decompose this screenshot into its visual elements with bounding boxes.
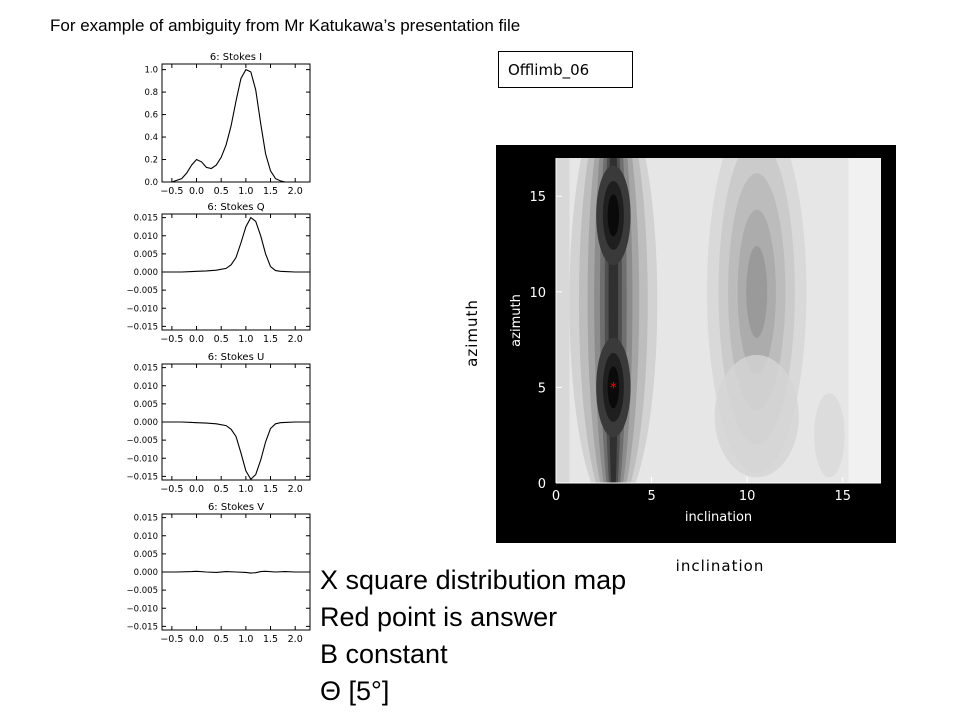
y-tick-label: 0.000 [134, 568, 158, 578]
x-tick-label: 15 [834, 489, 851, 504]
panel-title: 6: Stokes U [208, 352, 265, 363]
panel-title: 6: Stokes V [208, 502, 264, 513]
x-tick-label: 1.0 [238, 186, 253, 197]
x-tick-label: −0.5 [160, 186, 183, 197]
contour-minimum [607, 194, 620, 237]
plot-frame [161, 63, 311, 183]
y-tick-label: 0.010 [134, 532, 158, 542]
y-tick-label: 0 [538, 477, 546, 492]
y-tick-label: 0.010 [134, 232, 158, 242]
y-tick-label: 0.005 [134, 400, 158, 410]
stokes-profile-line [162, 421, 310, 481]
x-tick-label: −0.5 [160, 634, 183, 645]
slide-label: Offlimb_06 [498, 51, 633, 88]
x-axis-label: inclination [685, 510, 752, 525]
x-tick-label: 2.0 [288, 186, 303, 197]
note-line: X square distribution map [320, 565, 627, 595]
y-tick-label: −0.010 [127, 454, 158, 464]
y-tick-label: −0.015 [127, 472, 158, 482]
x-tick-label: 1.0 [238, 634, 253, 645]
stokes-profile-line [162, 68, 310, 183]
x-tick-label: 0.5 [214, 334, 229, 345]
note-line: Red point is answer [320, 602, 558, 632]
answer-point-marker: * [610, 380, 617, 396]
contour-field [556, 158, 881, 483]
contour-level [714, 354, 799, 478]
y-tick-label: 0.005 [134, 250, 158, 260]
stokes-panel: 6: Stokes Q −0.5 0.0 0.5 1.0 1.5 2.0 0.015 0.010… [127, 202, 311, 345]
y-tick-label: −0.005 [127, 436, 158, 446]
x-tick-label: −0.5 [160, 334, 183, 345]
x-tick-label: 10 [739, 489, 756, 504]
x-tick-label: 1.5 [263, 186, 278, 197]
slide-label-text: Offlimb_06 [508, 60, 590, 79]
x-tick-label: 0.5 [214, 484, 229, 495]
x-tick-label: 0 [552, 489, 560, 504]
y-tick-label: 0.000 [134, 268, 158, 278]
x-tick-label: 0.0 [189, 634, 204, 645]
panel-title: 6: Stokes Q [207, 202, 264, 213]
y-tick-label: 0.6 [144, 111, 158, 121]
y-tick-label: 10 [529, 286, 546, 301]
x-tick-label: 1.5 [263, 634, 278, 645]
notes-block: X square distribution map Red point is a… [320, 562, 626, 710]
y-tick-label: −0.015 [127, 322, 158, 332]
x-tick-label: 2.0 [288, 334, 303, 345]
y-tick-label: 0.8 [144, 88, 158, 98]
y-tick-label: −0.010 [127, 604, 158, 614]
contour-level [556, 158, 570, 483]
y-tick-label: −0.015 [127, 622, 158, 632]
x-tick-label: 0.5 [214, 634, 229, 645]
x-tick-label: 5 [647, 489, 655, 504]
y-tick-label: 1.0 [144, 66, 158, 76]
x-tick-label: 1.0 [238, 484, 253, 495]
y-tick-label: 0.005 [134, 550, 158, 560]
y-tick-label: 0.000 [134, 418, 158, 428]
x-tick-label: 1.5 [263, 484, 278, 495]
y-tick-label: 15 [529, 190, 546, 205]
y-tick-label: 0.015 [134, 514, 158, 524]
y-tick-label: 0.015 [134, 364, 158, 374]
y-tick-label: 0.010 [134, 382, 158, 392]
y-axis-label: azimuth [509, 294, 524, 347]
stokes-panel: 6: Stokes U −0.5 0.0 0.5 1.0 1.5 2.0 0.015 0.010… [127, 352, 311, 495]
x-tick-label: 0.0 [189, 334, 204, 345]
x-tick-label: 0.0 [189, 186, 204, 197]
x-tick-label: 2.0 [288, 484, 303, 495]
x-tick-label: 1.0 [238, 334, 253, 345]
y-tick-label: 0.015 [134, 214, 158, 224]
stokes-panel: 6: Stokes V −0.5 0.0 0.5 1.0 1.5 2.0 0.015 0.010… [127, 502, 311, 645]
y-tick-label: 0.0 [144, 178, 158, 188]
y-tick-label: 5 [538, 381, 546, 396]
panel-title: 6: Stokes I [210, 52, 262, 63]
contour-level [746, 245, 768, 338]
contour-minimum [607, 366, 620, 409]
stokes-profile-line [162, 216, 310, 273]
y-tick-label: −0.005 [127, 586, 158, 596]
y-tick-label: 0.2 [144, 156, 158, 166]
contour-level [848, 158, 881, 483]
y-tick-label: −0.005 [127, 286, 158, 296]
x-tick-label: 0.5 [214, 186, 229, 197]
outer-azimuth-label: azimuth [463, 299, 481, 367]
x-tick-label: 2.0 [288, 634, 303, 645]
stokes-profile-line [162, 570, 310, 574]
stokes-panel: 6: Stokes I−0.5 0.0 0.5 1.0 1.5 2.00.00.20.40… [144, 52, 311, 197]
x-tick-label: 1.5 [263, 334, 278, 345]
y-tick-label: −0.010 [127, 304, 158, 314]
note-line: B constant [320, 639, 448, 669]
outer-inclination-label: inclination [675, 557, 765, 575]
x-tick-label: 0.0 [189, 484, 204, 495]
contour-level [814, 393, 845, 478]
note-line: Θ [5°] [320, 676, 390, 706]
header-text: For example of ambiguity from Mr Katukaw… [50, 16, 521, 35]
y-tick-label: 0.4 [144, 133, 158, 143]
x-tick-label: −0.5 [160, 484, 183, 495]
